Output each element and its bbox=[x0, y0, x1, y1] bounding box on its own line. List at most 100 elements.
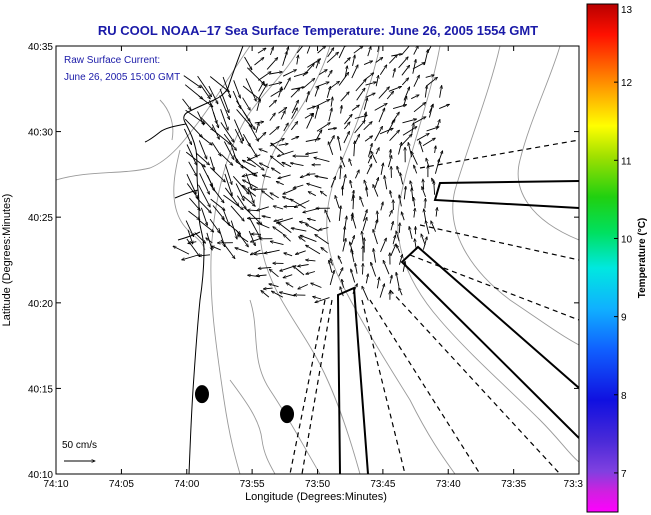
current-vector-arrow bbox=[247, 154, 261, 161]
current-vector-arrow bbox=[254, 58, 264, 66]
current-vector-arrow bbox=[223, 194, 244, 210]
current-vector-arrow bbox=[311, 283, 322, 288]
current-vector-arrow bbox=[271, 168, 281, 175]
current-vector-arrow bbox=[341, 105, 342, 114]
current-vector-arrow bbox=[257, 132, 266, 142]
current-vector-arrow bbox=[425, 198, 426, 209]
current-vector-arrow bbox=[424, 209, 427, 221]
current-vector-arrow bbox=[363, 61, 373, 66]
current-vector-arrow bbox=[363, 263, 364, 275]
current-vector-arrow bbox=[426, 220, 430, 235]
current-vector-arrow bbox=[271, 143, 284, 155]
current-vector-arrow bbox=[189, 197, 200, 210]
current-vector-arrow bbox=[314, 158, 330, 163]
contour-line bbox=[326, 46, 456, 474]
current-vector-arrow bbox=[380, 202, 383, 211]
current-vector-arrow bbox=[297, 55, 299, 65]
current-vector-arrow bbox=[414, 208, 415, 218]
current-vector-arrow bbox=[242, 185, 257, 197]
current-vector-arrow bbox=[338, 206, 341, 221]
current-vector-arrow bbox=[439, 86, 442, 98]
current-vector-arrow bbox=[389, 130, 400, 142]
current-vector-arrow bbox=[414, 197, 415, 207]
current-vector-arrow bbox=[290, 122, 297, 131]
beam-dashed bbox=[369, 299, 481, 474]
current-vector-arrow bbox=[262, 216, 271, 218]
current-vector-arrow bbox=[351, 65, 358, 79]
current-vector-arrow bbox=[307, 174, 316, 175]
current-vector-arrow bbox=[242, 160, 256, 168]
y-tick-label: 40:20 bbox=[28, 299, 53, 310]
current-vector-arrow bbox=[313, 297, 322, 300]
current-vector-arrow bbox=[257, 48, 266, 54]
current-vector-arrow bbox=[212, 205, 224, 220]
current-vector-arrow bbox=[422, 187, 426, 198]
y-axis-label: Latitude (Degrees:Minutes) bbox=[1, 194, 13, 327]
current-vector-arrow bbox=[220, 109, 229, 130]
current-vector-arrow bbox=[396, 245, 401, 253]
beam-dashed bbox=[301, 299, 333, 474]
current-vector-arrow bbox=[185, 220, 194, 237]
x-tick-label: 73:45 bbox=[370, 479, 395, 490]
current-vector-arrow bbox=[402, 96, 406, 107]
current-vector-arrow bbox=[328, 108, 332, 122]
current-vector-arrow bbox=[234, 128, 242, 143]
current-vector-arrow bbox=[219, 88, 229, 113]
station-marker bbox=[194, 385, 209, 404]
x-axis-label: Longitude (Degrees:Minutes) bbox=[245, 491, 387, 503]
current-vector-arrow bbox=[411, 151, 418, 165]
current-vector-arrow bbox=[419, 141, 424, 153]
x-tick-label: 74:10 bbox=[43, 479, 68, 490]
current-vector-arrow bbox=[367, 156, 371, 164]
beam-dashed bbox=[289, 299, 326, 474]
current-vector-arrow bbox=[242, 172, 259, 177]
current-vector-arrow bbox=[352, 55, 355, 66]
current-vector-arrow bbox=[338, 136, 342, 151]
colorbar-tick-label: 11 bbox=[621, 156, 632, 167]
current-vector-arrow bbox=[290, 88, 300, 98]
current-vector-arrow bbox=[282, 162, 292, 168]
current-vector-arrow bbox=[388, 210, 392, 217]
current-vector-arrow bbox=[327, 48, 334, 58]
current-vector-arrow bbox=[363, 98, 367, 110]
current-vector-arrow bbox=[187, 229, 193, 244]
current-vector-arrow bbox=[261, 291, 270, 298]
current-vector-arrow bbox=[379, 284, 384, 298]
current-vector-arrow bbox=[364, 136, 373, 142]
current-vector-arrow bbox=[375, 75, 378, 87]
current-vector-arrow bbox=[426, 77, 438, 87]
current-vector-arrow bbox=[269, 127, 280, 136]
colorbar-tick-label: 13 bbox=[621, 5, 633, 16]
current-vector-arrow bbox=[326, 87, 330, 98]
current-vector-arrow bbox=[278, 174, 291, 179]
current-vector-arrow bbox=[291, 228, 307, 232]
colorbar-tick-label: 8 bbox=[621, 391, 627, 402]
contour-line bbox=[517, 46, 579, 241]
current-vector-arrow bbox=[283, 123, 289, 132]
current-vector-arrow bbox=[212, 246, 221, 251]
current-vector-arrow bbox=[269, 284, 279, 288]
current-vector-arrow bbox=[314, 130, 322, 142]
current-vector-arrow bbox=[250, 238, 259, 242]
current-vector-arrow bbox=[198, 134, 212, 145]
current-vector-arrow bbox=[185, 151, 205, 167]
current-vector-arrow bbox=[415, 239, 417, 250]
current-vector-arrow bbox=[375, 57, 383, 63]
current-vector-arrow bbox=[308, 219, 316, 222]
current-vector-arrow bbox=[371, 262, 377, 277]
coastline-inlet bbox=[177, 231, 201, 241]
current-vector-arrow bbox=[306, 260, 316, 261]
current-vector-arrow bbox=[398, 57, 409, 69]
current-vector-arrow bbox=[258, 267, 272, 268]
y-axis: 40:35 40:30 40:25 40:20 40:15 40:10 bbox=[28, 42, 579, 481]
current-vector-arrow bbox=[380, 238, 387, 253]
current-vector-arrow bbox=[434, 159, 439, 174]
beam-dashed bbox=[389, 289, 561, 474]
current-vector-arrow bbox=[325, 210, 331, 223]
current-vector-arrow bbox=[428, 104, 433, 118]
current-vector-arrow bbox=[221, 153, 232, 165]
current-vector-arrow bbox=[321, 247, 328, 254]
beam-solid bbox=[336, 286, 369, 474]
x-tick-label: 74:00 bbox=[174, 479, 199, 490]
current-vector-arrow bbox=[247, 210, 258, 211]
